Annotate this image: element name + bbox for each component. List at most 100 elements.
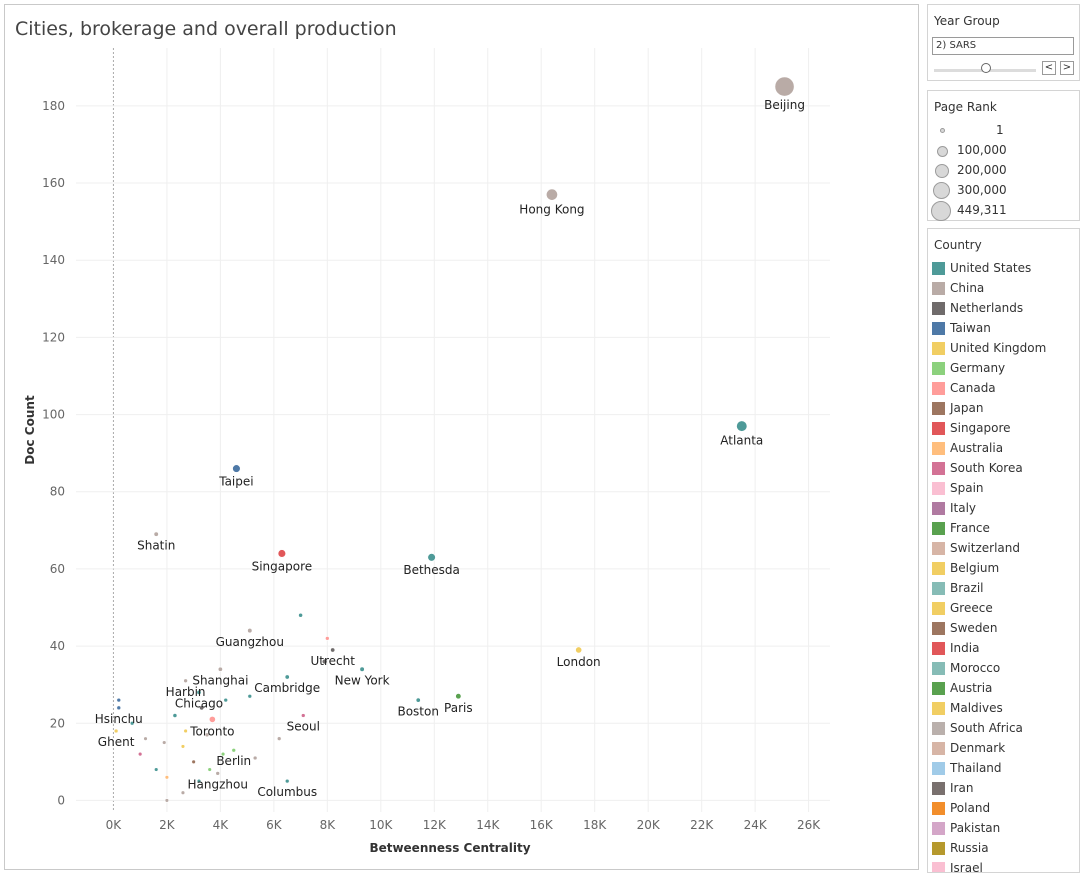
country-legend-item[interactable]: Taiwan — [928, 319, 1079, 339]
city-label: London — [557, 655, 601, 669]
country-legend-item[interactable]: France — [928, 519, 1079, 539]
data-point[interactable] — [196, 778, 202, 784]
country-legend-item[interactable]: Switzerland — [928, 539, 1079, 559]
data-point[interactable] — [223, 697, 228, 703]
data-point[interactable] — [232, 464, 241, 473]
data-point[interactable] — [207, 767, 212, 772]
data-point[interactable] — [321, 658, 328, 665]
country-legend-item[interactable]: Morocco — [928, 659, 1079, 679]
data-point[interactable] — [180, 790, 186, 795]
data-point[interactable] — [164, 798, 170, 803]
x-tick-label: 10K — [369, 818, 393, 832]
data-point[interactable] — [191, 759, 196, 765]
country-legend-item[interactable]: United States — [928, 259, 1079, 279]
next-button[interactable]: > — [1060, 61, 1074, 75]
data-point[interactable] — [575, 646, 583, 654]
data-point[interactable] — [247, 628, 253, 634]
data-point[interactable] — [129, 721, 135, 726]
data-point[interactable] — [113, 728, 119, 734]
country-legend-item[interactable]: Spain — [928, 479, 1079, 499]
data-point[interactable] — [220, 751, 226, 757]
data-point[interactable] — [330, 647, 336, 653]
data-point[interactable] — [301, 713, 306, 718]
data-point[interactable] — [154, 767, 159, 772]
country-legend-item[interactable]: Australia — [928, 439, 1079, 459]
country-legend-item[interactable]: Greece — [928, 599, 1079, 619]
country-legend-item[interactable]: Russia — [928, 839, 1079, 859]
data-point[interactable] — [215, 771, 220, 776]
country-legend-item[interactable]: Poland — [928, 799, 1079, 819]
country-legend-item[interactable]: Israel — [928, 859, 1079, 872]
data-point[interactable] — [183, 678, 188, 684]
data-point[interactable] — [736, 420, 748, 432]
data-point[interactable] — [204, 732, 210, 738]
country-legend-item[interactable]: Sweden — [928, 619, 1079, 639]
country-legend-item[interactable]: Germany — [928, 359, 1079, 379]
data-point[interactable] — [415, 697, 421, 703]
year-group-dropdown[interactable]: 2) SARS — [932, 37, 1074, 55]
data-point[interactable] — [276, 736, 282, 741]
country-legend-item[interactable]: Italy — [928, 499, 1079, 519]
country-legend-item[interactable]: Netherlands — [928, 299, 1079, 319]
country-label: Brazil — [950, 581, 984, 595]
data-point[interactable] — [455, 693, 462, 700]
data-point[interactable] — [199, 705, 205, 711]
data-point[interactable] — [284, 674, 290, 680]
country-legend-item[interactable]: United Kingdom — [928, 339, 1079, 359]
axis-ticks: 0K 2K 4K 6K 8K 10K 12K 14K 16K 18K 20K 22K 24K 26K 0 20… — [42, 99, 821, 832]
data-point[interactable] — [116, 697, 122, 703]
data-point[interactable] — [116, 705, 122, 711]
country-legend-item[interactable]: Maldives — [928, 699, 1079, 719]
country-label: South Korea — [950, 461, 1023, 475]
data-point[interactable] — [298, 612, 303, 618]
data-point[interactable] — [284, 778, 290, 784]
page-rank-title: Page Rank — [934, 100, 997, 114]
country-legend-item[interactable]: Japan — [928, 399, 1079, 419]
country-legend-item[interactable]: Singapore — [928, 419, 1079, 439]
data-point[interactable] — [208, 715, 216, 723]
data-point[interactable] — [143, 736, 148, 741]
country-legend-item[interactable]: Thailand — [928, 759, 1079, 779]
chart-title: Cities, brokerage and overall production — [15, 18, 397, 40]
data-point[interactable] — [252, 755, 258, 761]
y-tick-label: 40 — [50, 639, 65, 653]
color-swatch — [932, 602, 945, 615]
data-point[interactable] — [427, 553, 436, 562]
country-legend-item[interactable]: South Korea — [928, 459, 1079, 479]
data-marks[interactable] — [113, 76, 795, 803]
country-legend-item[interactable]: China — [928, 279, 1079, 299]
country-legend-item[interactable]: India — [928, 639, 1079, 659]
country-legend-item[interactable]: Belgium — [928, 559, 1079, 579]
data-point[interactable] — [545, 188, 558, 201]
data-point[interactable] — [325, 636, 330, 641]
data-point[interactable] — [247, 693, 253, 699]
country-legend-item[interactable]: South Africa — [928, 719, 1079, 739]
data-point[interactable] — [183, 728, 188, 734]
country-legend-item[interactable]: Denmark — [928, 739, 1079, 759]
country-label: United States — [950, 261, 1032, 275]
country-label: Poland — [950, 801, 991, 815]
country-label: Switzerland — [950, 541, 1020, 555]
data-point[interactable] — [277, 549, 287, 558]
previous-button[interactable]: < — [1042, 61, 1056, 75]
data-point[interactable] — [196, 689, 202, 695]
data-point[interactable] — [774, 76, 795, 97]
data-point[interactable] — [359, 666, 365, 672]
page-rank-item: 449,311 — [928, 201, 1079, 221]
country-legend-item[interactable]: Canada — [928, 379, 1079, 399]
data-point[interactable] — [231, 748, 236, 753]
data-point[interactable] — [153, 531, 159, 537]
data-point[interactable] — [180, 744, 186, 749]
country-legend-item[interactable]: Pakistan — [928, 819, 1079, 839]
country-legend-item[interactable]: Brazil — [928, 579, 1079, 599]
data-point[interactable] — [162, 740, 167, 745]
data-point[interactable] — [217, 666, 223, 672]
country-legend-item[interactable]: Iran — [928, 779, 1079, 799]
country-legend-item[interactable]: Austria — [928, 679, 1079, 699]
data-point[interactable] — [172, 713, 178, 718]
year-group-slider-thumb[interactable] — [981, 63, 991, 73]
data-point[interactable] — [164, 775, 170, 780]
city-label: Shanghai — [192, 673, 248, 687]
data-point[interactable] — [137, 751, 143, 757]
